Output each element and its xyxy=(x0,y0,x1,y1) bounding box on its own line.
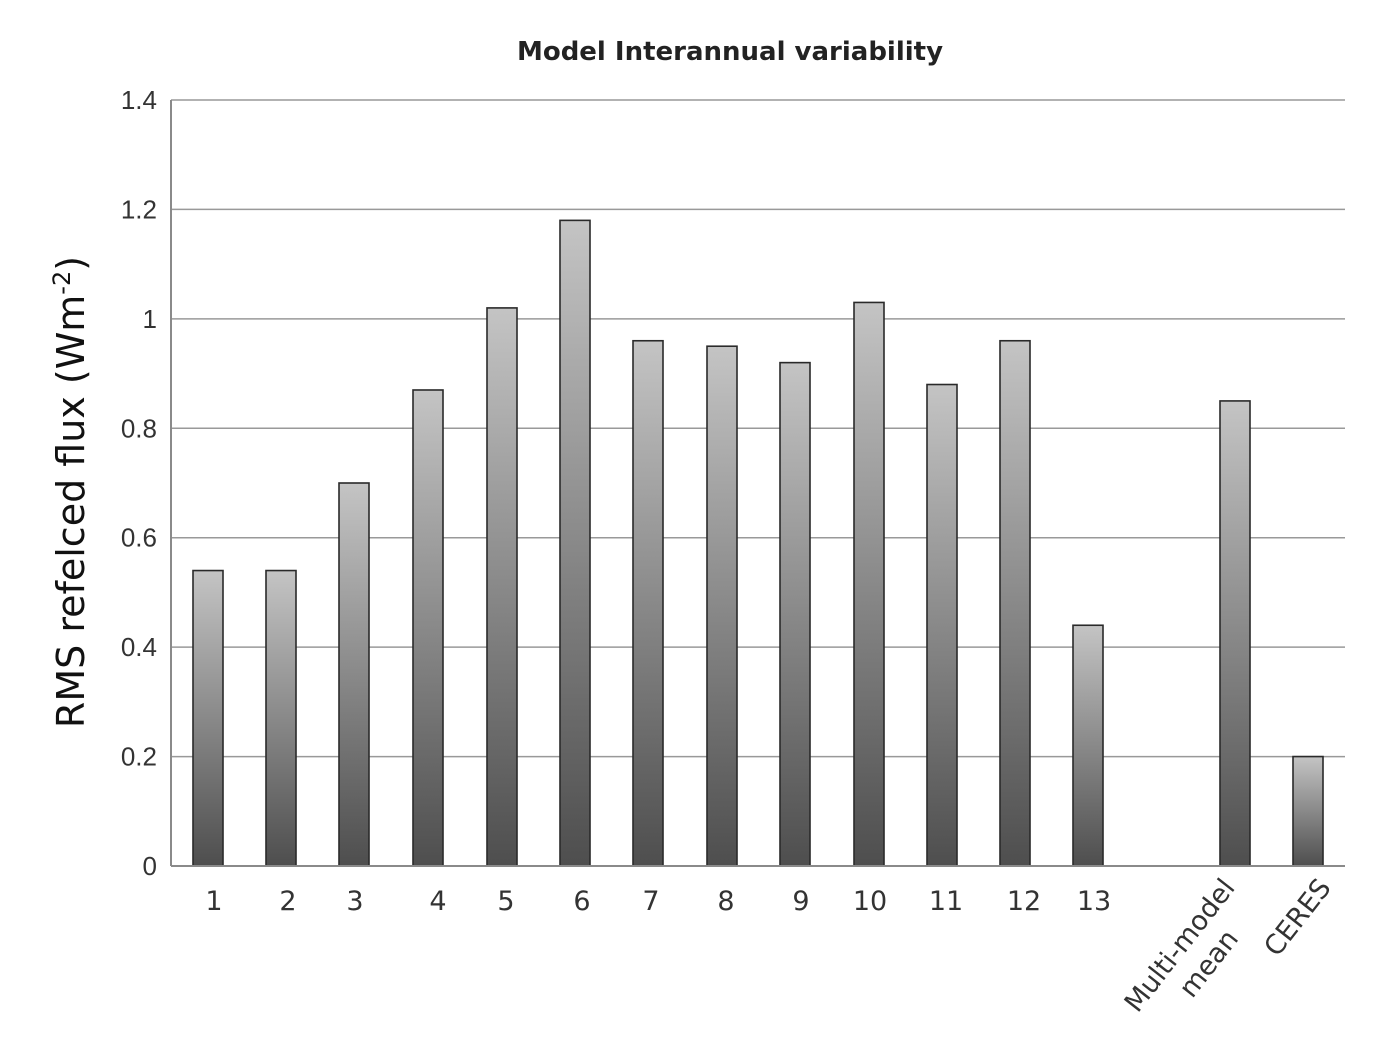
bar-ceres xyxy=(1292,755,1324,867)
x-tick-label: 12 xyxy=(1007,886,1041,917)
y-tick-label: 0.8 xyxy=(121,413,157,443)
y-axis-label-text: RMS refelced flux (Wm xyxy=(49,295,93,728)
x-tick-label: 5 xyxy=(497,886,514,917)
bar-1 xyxy=(192,569,224,867)
x-tick-label: 10 xyxy=(853,886,887,917)
y-axis-label-end: ) xyxy=(49,256,93,271)
bar-2 xyxy=(265,569,297,867)
bar-8 xyxy=(706,345,738,867)
x-tick-label: 13 xyxy=(1077,886,1111,917)
bar-7 xyxy=(632,339,664,867)
bar-13 xyxy=(1072,624,1104,867)
y-tick-label: 0.2 xyxy=(121,742,157,772)
bar-multi-model-mean xyxy=(1219,400,1251,867)
chart-title: Model Interannual variability xyxy=(517,37,943,67)
x-tick-label-line: CERES xyxy=(1258,873,1337,962)
x-tick-label: 11 xyxy=(929,886,963,917)
x-tick-label: 3 xyxy=(346,886,363,917)
bar-12 xyxy=(999,339,1031,867)
y-tick-label: 0.4 xyxy=(121,632,157,662)
bar-10 xyxy=(853,301,885,867)
x-tick-label: 2 xyxy=(279,886,296,917)
y-axis-label-superscript: -2 xyxy=(48,271,76,295)
y-tick-label: 1.4 xyxy=(121,85,157,115)
y-tick-label: 0.6 xyxy=(121,523,157,553)
x-tick-label: 8 xyxy=(717,886,734,917)
x-tick-label: 1 xyxy=(205,886,222,917)
bar-9 xyxy=(779,361,811,867)
bar-6 xyxy=(559,219,591,867)
x-tick-label: 9 xyxy=(792,886,809,917)
bar-11 xyxy=(926,383,958,867)
y-axis-ticks: 0 0.2 0.4 0.6 0.8 1 1.2 1.4 xyxy=(121,85,157,881)
x-tick-label: 4 xyxy=(429,886,446,917)
y-tick-label: 0 xyxy=(143,851,157,881)
bar-3 xyxy=(338,482,370,867)
y-tick-label: 1 xyxy=(143,304,157,334)
bars xyxy=(192,219,1324,867)
x-tick-label: 7 xyxy=(642,886,659,917)
y-axis-label: RMS refelced flux (Wm-2) xyxy=(48,256,93,728)
x-tick-label-ceres: CERES xyxy=(1258,873,1337,962)
y-tick-label: 1.2 xyxy=(121,194,157,224)
bar-4 xyxy=(412,389,444,867)
bar-5 xyxy=(486,307,518,867)
x-tick-label: 6 xyxy=(573,886,590,917)
